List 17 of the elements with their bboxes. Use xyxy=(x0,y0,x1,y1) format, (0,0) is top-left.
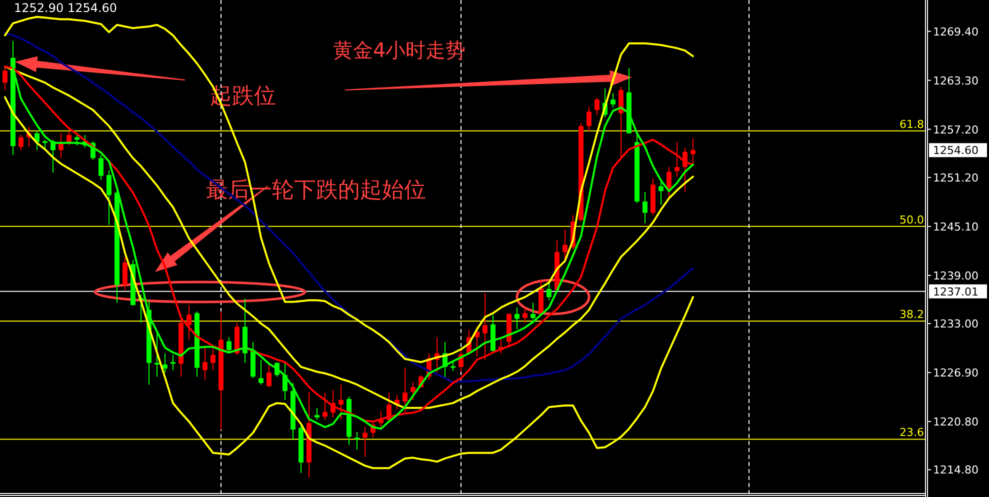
annotation: 23.6 xyxy=(900,426,924,440)
y-tick-label: 1214.80 xyxy=(933,464,978,477)
annotation: 1252.90 1254.60 xyxy=(14,1,118,15)
y-tick-label: 1257.20 xyxy=(933,123,978,136)
text: 黄金4小时走势 xyxy=(333,38,466,62)
y-tick-label: 1245.10 xyxy=(933,220,978,234)
y-tick-label: 1226.90 xyxy=(933,366,978,380)
y-tick-label: 1269.40 xyxy=(933,25,978,38)
y-tick-label: 1220.80 xyxy=(933,416,978,429)
annotation: 61.8 xyxy=(900,118,924,131)
annotation: 50.0 xyxy=(900,213,924,226)
ref-line-label: 1237.01 xyxy=(933,285,978,298)
y-tick-label: 1233.00 xyxy=(933,318,978,331)
y-tick-label: 1251.20 xyxy=(933,171,978,184)
annotation: 38.2 xyxy=(900,308,924,322)
y-tick-label: 1239.00 xyxy=(933,269,978,282)
y-tick-label: 1263.30 xyxy=(933,74,978,88)
